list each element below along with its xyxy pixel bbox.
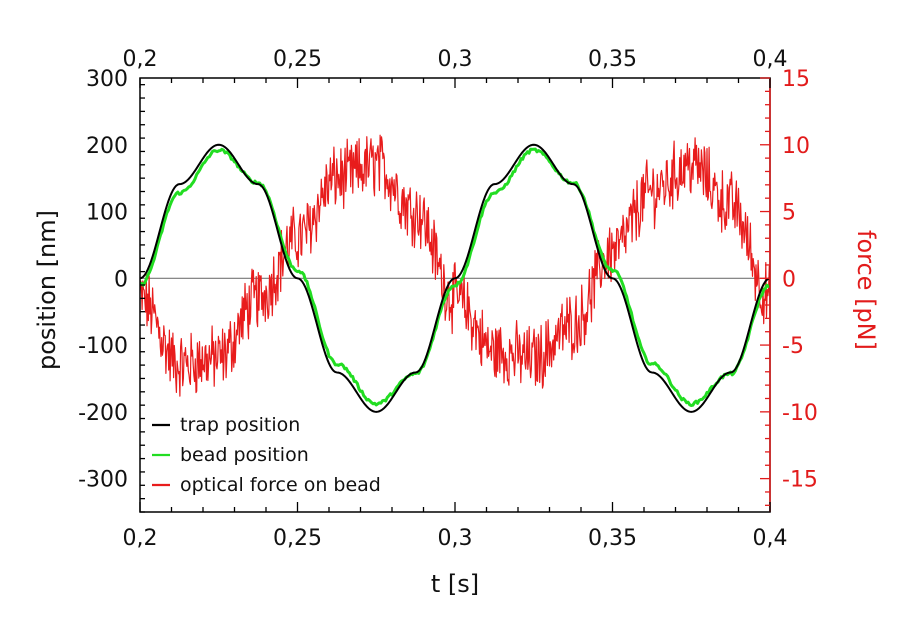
x-axis-title: t [s]: [431, 570, 479, 598]
y-tick-label: -100: [78, 334, 128, 359]
series-line-optical-force-on-bead: [140, 134, 770, 397]
series-line-trap-position: [140, 143, 770, 413]
x-tick-label-bottom: 0,25: [273, 526, 322, 551]
legend-label: trap position: [180, 414, 300, 436]
y-tick-label: 200: [86, 134, 128, 159]
x-tick-label-top: 0,3: [438, 47, 473, 72]
x-tick-label-bottom: 0,3: [438, 526, 473, 551]
x-tick-label-bottom: 0,4: [753, 526, 788, 551]
y-tick-label: 100: [86, 201, 128, 226]
y2-tick-label: -10: [782, 401, 818, 426]
y-axis-title: position [nm]: [33, 210, 61, 370]
y2-tick-label: -15: [782, 468, 818, 493]
x-tick-label-top: 0,35: [588, 47, 637, 72]
y-tick-label: 300: [86, 67, 128, 92]
x-tick-label-bottom: 0,2: [123, 526, 158, 551]
y2-tick-label: -5: [782, 334, 804, 359]
y-tick-label: 0: [114, 267, 128, 292]
legend: trap position bead position optical force …: [152, 414, 381, 496]
y2-tick-label: 0: [782, 267, 796, 292]
y2-tick-label: 5: [782, 201, 796, 226]
y2-axis-title: force [pN]: [852, 230, 880, 350]
y-tick-label: -200: [78, 401, 128, 426]
legend-label: optical force on bead: [180, 474, 381, 496]
y2-tick-label: 10: [782, 134, 810, 159]
x-tick-label-top: 0,4: [753, 47, 788, 72]
x-tick-label-bottom: 0,35: [588, 526, 637, 551]
y-tick-label: -300: [78, 468, 128, 493]
x-tick-label-top: 0,25: [273, 47, 322, 72]
x-tick-label-top: 0,2: [123, 47, 158, 72]
legend-label: bead position: [180, 444, 309, 466]
y2-tick-label: 15: [782, 67, 810, 92]
